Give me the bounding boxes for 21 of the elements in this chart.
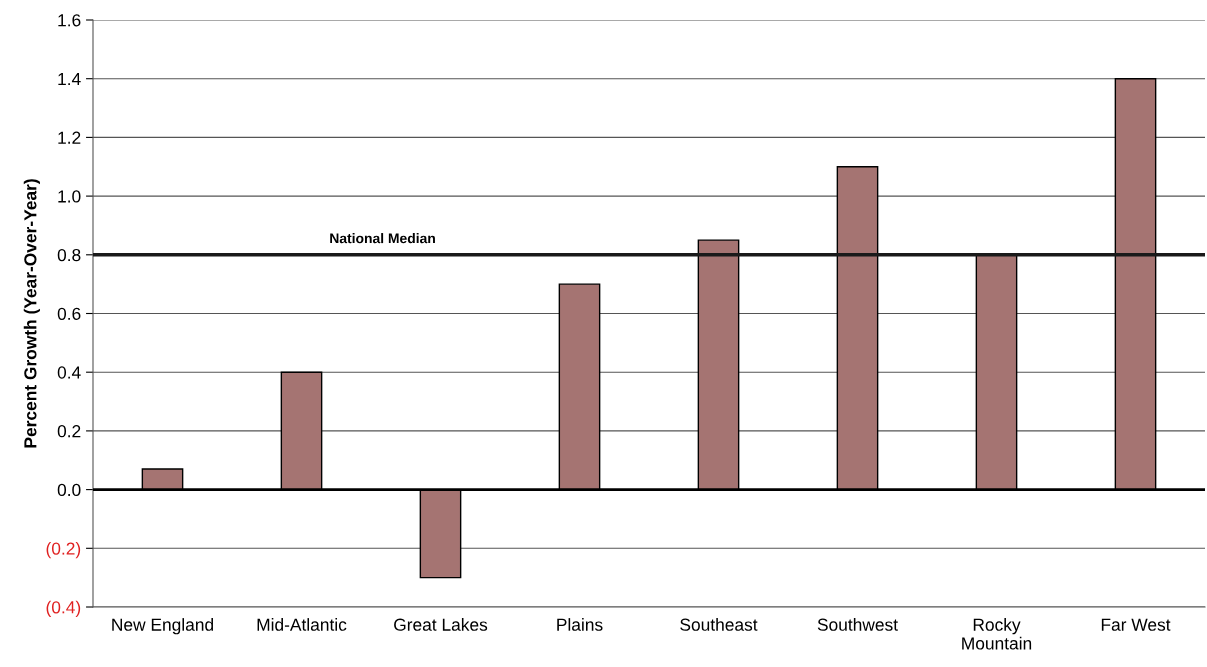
y-tick-label: (0.2) — [46, 542, 81, 559]
y-tick-label: 1.0 — [58, 190, 81, 203]
x-tick-label: Far West — [1101, 618, 1171, 631]
y-tick-label: 1.6 — [58, 14, 81, 27]
x-tick-label: Great Lakes — [394, 618, 488, 631]
y-tick-label: 1.2 — [58, 131, 81, 144]
x-tick-label: New England — [112, 618, 214, 635]
y-tick-label: 0.6 — [57, 307, 81, 320]
ref-line-label: National Median — [330, 233, 435, 244]
y-tick-label: 0.2 — [57, 425, 81, 438]
y-tick-label: 0.4 — [57, 366, 81, 379]
y-tick-label: (0.4) — [46, 600, 81, 617]
y-tick-label: 0.0 — [57, 483, 81, 497]
y-tick-label: 0.8 — [57, 248, 81, 262]
x-tick-label: Southeast — [680, 618, 758, 631]
y-axis-title: Percent Growth (Year-Over-Year) — [23, 179, 40, 448]
y-tick-label: 1.4 — [58, 73, 81, 85]
x-tick-label: Plains — [557, 618, 603, 631]
x-tick-label: Mid-Atlantic — [257, 618, 347, 631]
x-tick-label: Southwest — [817, 618, 898, 631]
x-tick-label: Rocky Mountain — [962, 618, 1032, 650]
